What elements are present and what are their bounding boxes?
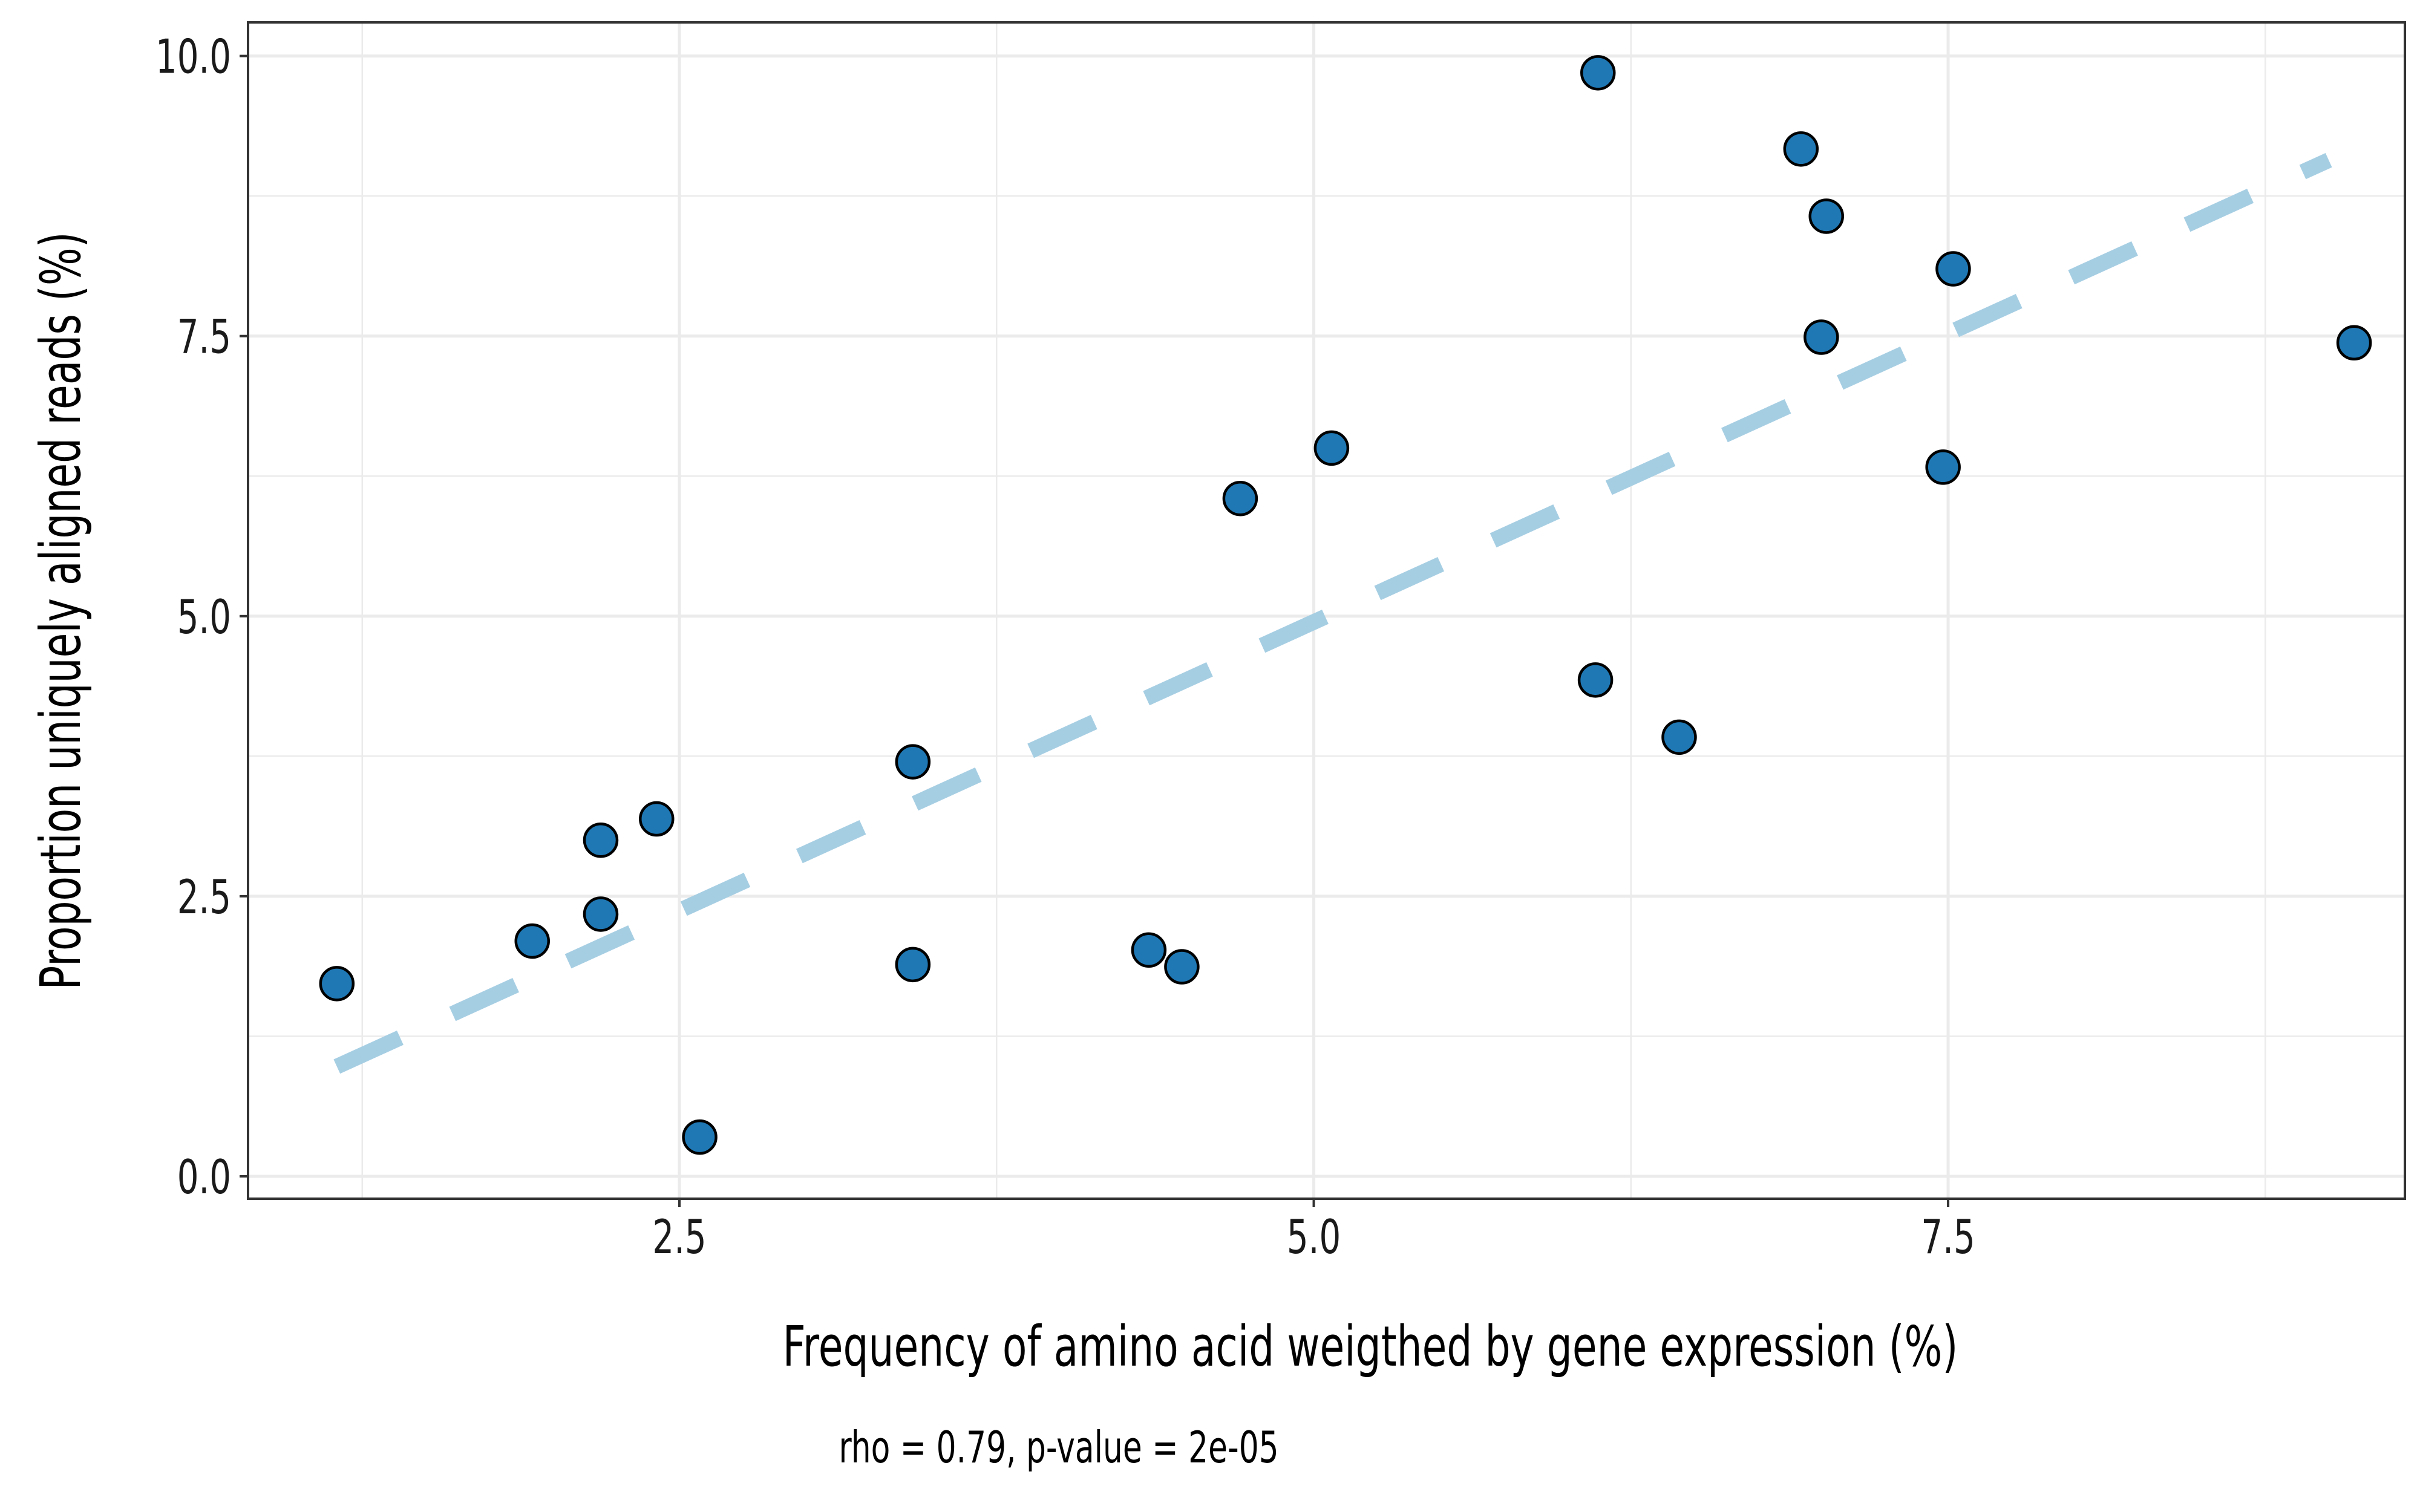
x-tick-label: 7.5 <box>1921 1210 1975 1265</box>
data-point <box>1164 949 1200 985</box>
y-tick-label: 7.5 <box>177 310 231 365</box>
data-point <box>1935 251 1971 287</box>
data-point <box>1313 430 1350 466</box>
x-axis-title: Frequency of amino acid weigthed by gene… <box>783 1314 1958 1379</box>
panel-border <box>247 21 2406 1200</box>
axis-ticks: 2.5 5.0 7.5 0.0 2.5 5.0 7.5 10.0 <box>155 30 1975 1265</box>
data-point <box>583 896 619 932</box>
data-point <box>319 966 355 1002</box>
x-tick-label: 2.5 <box>652 1210 706 1265</box>
data-point <box>514 923 550 959</box>
data-point <box>2336 325 2372 361</box>
y-tick-label: 10.0 <box>155 30 231 85</box>
data-point <box>1925 449 1961 485</box>
y-tick-label: 2.5 <box>177 870 231 925</box>
trend-line-layer <box>333 153 2332 1074</box>
grid <box>248 22 2405 1199</box>
data-point <box>1661 719 1697 755</box>
data-points <box>319 55 2372 1155</box>
y-tick-label: 0.0 <box>177 1150 231 1205</box>
data-point <box>895 947 931 983</box>
data-point <box>1222 481 1258 516</box>
chart-caption: rho = 0.79, p-value = 2e-05 <box>839 1422 1278 1473</box>
data-point <box>895 744 931 780</box>
x-tick-label: 5.0 <box>1287 1210 1341 1265</box>
data-point <box>1580 55 1616 91</box>
data-point <box>583 822 619 858</box>
data-point <box>1577 662 1614 698</box>
data-point <box>1808 198 1844 234</box>
data-point <box>1131 932 1167 968</box>
data-point <box>639 801 675 837</box>
data-point <box>1804 319 1839 355</box>
y-tick-label: 5.0 <box>177 590 231 645</box>
data-point <box>1783 131 1819 167</box>
trend-line <box>333 153 2332 1074</box>
data-point <box>682 1119 718 1155</box>
y-axis-title: Proportion uniquely aligned reads (%) <box>28 232 93 989</box>
